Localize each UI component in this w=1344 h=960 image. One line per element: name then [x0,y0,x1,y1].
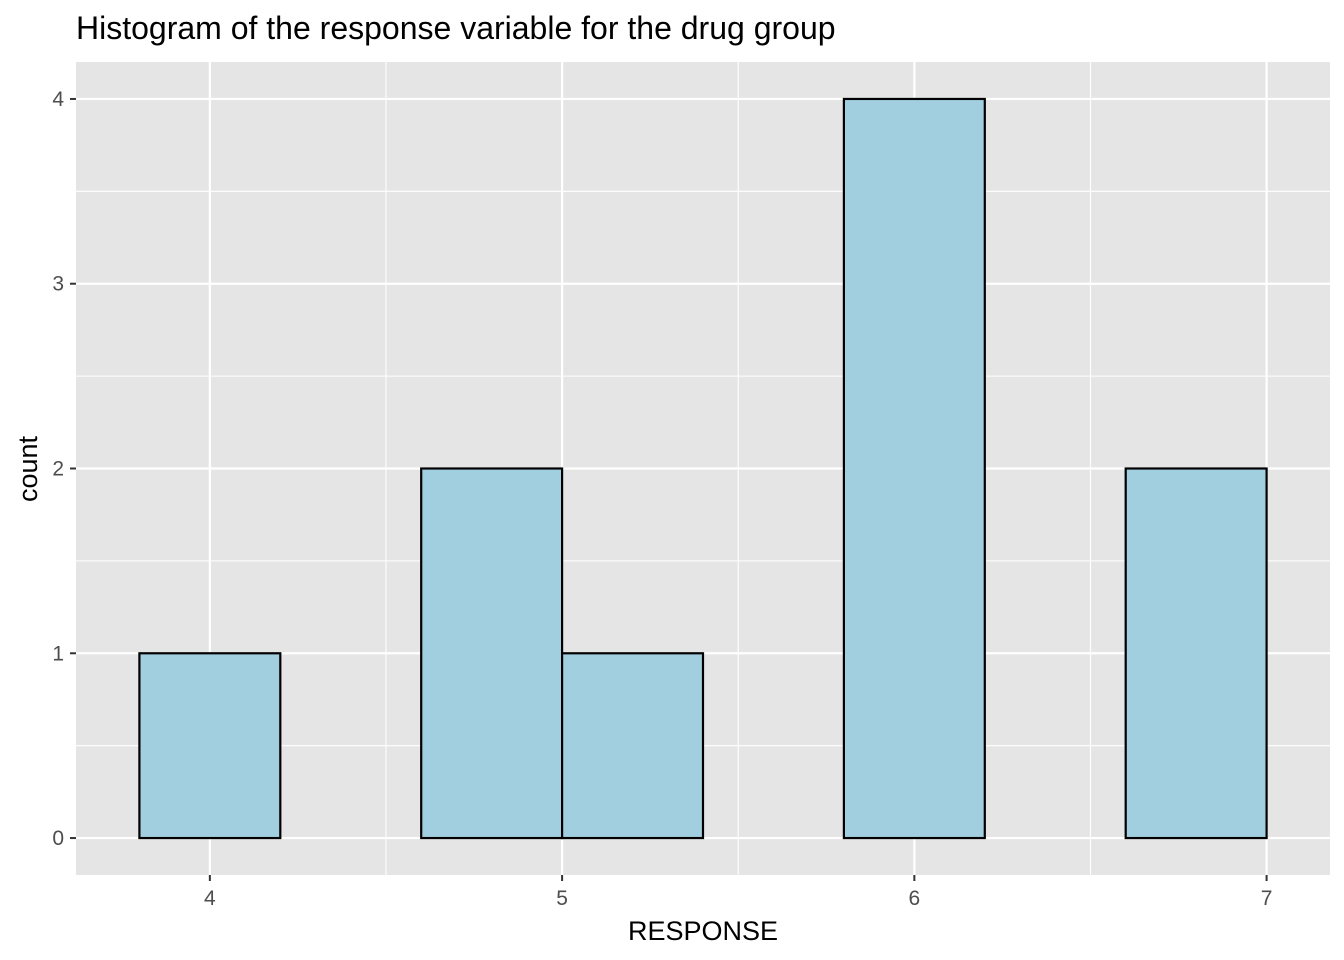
x-tick-label: 4 [204,887,216,910]
y-tick-label: 0 [52,827,64,850]
x-tick-label: 5 [556,887,568,910]
x-axis: 4 5 6 7 [204,875,1272,910]
x-tick-label: 6 [909,887,921,910]
y-axis: 0 1 2 3 4 [52,88,76,850]
x-axis-title: RESPONSE [628,916,778,946]
x-tick-label: 7 [1261,887,1273,910]
y-tick-label: 4 [52,88,64,111]
histogram-bars [138,97,1268,840]
histogram-bar-5 [842,97,986,840]
chart-title: Histogram of the response variable for t… [76,10,836,46]
histogram-bar-3 [561,652,705,840]
y-tick-label: 2 [52,458,64,481]
histogram-bar-2 [420,467,564,840]
y-axis-title: count [13,435,43,502]
y-tick-label: 3 [52,273,64,296]
histogram-bar-0 [138,652,282,840]
y-tick-label: 1 [52,642,64,665]
histogram-bar-7 [1124,467,1268,840]
